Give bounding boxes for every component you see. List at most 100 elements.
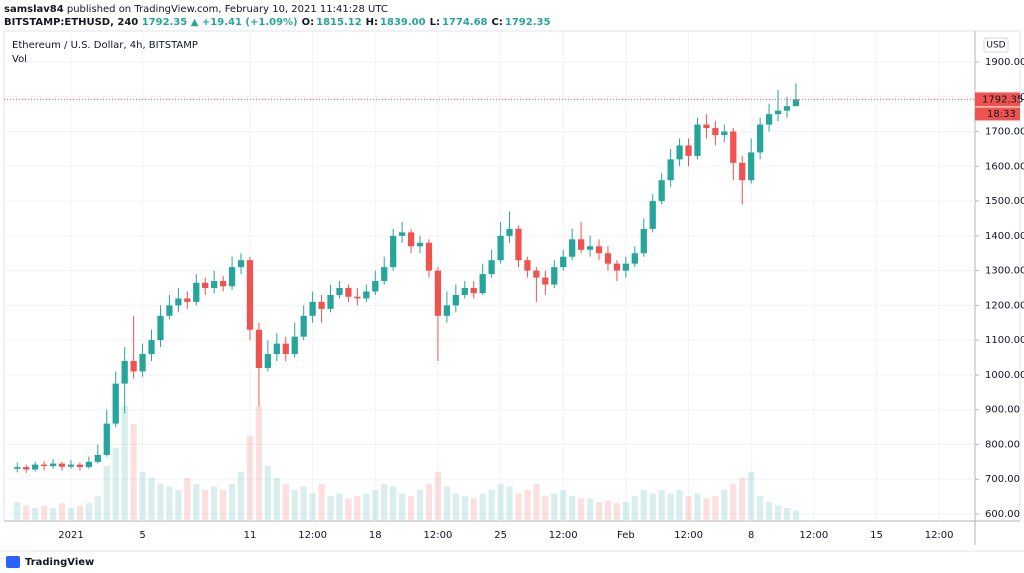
volume-bar: [613, 503, 621, 520]
currency-box[interactable]: [983, 37, 1009, 53]
volume-bar: [202, 490, 209, 520]
candle-body: [461, 288, 468, 295]
x-tick-label: 12:00: [298, 530, 327, 541]
volume-bar: [130, 424, 137, 520]
candle-body: [613, 263, 621, 271]
volume-bar: [416, 490, 424, 520]
x-tick-label: 18: [369, 530, 382, 541]
volume-bar: [381, 484, 388, 520]
volume-bar: [542, 496, 549, 520]
y-tick-label: 600.00: [985, 509, 1020, 520]
candle-body: [67, 464, 75, 467]
volume-bar: [139, 472, 146, 520]
candle-body: [712, 128, 719, 136]
volume-bar: [327, 496, 334, 520]
volume-bar: [461, 496, 468, 520]
volume-bar: [175, 490, 182, 520]
volume-bar: [524, 490, 531, 520]
volume-bar: [85, 503, 93, 520]
candle-body: [640, 228, 647, 254]
volume-bar: [219, 490, 227, 520]
y-tick-label: 1500.00: [985, 196, 1024, 207]
volume-bar: [184, 478, 191, 520]
candle-body: [398, 232, 406, 236]
candle-body: [381, 267, 388, 282]
candle-body: [515, 228, 522, 261]
candle-body: [76, 464, 84, 468]
candle-body: [273, 343, 280, 355]
symbol-line: BITSTAMP:ETHUSD, 240 1792.35 ▲ +19.41 (+…: [4, 17, 550, 28]
candle-body: [345, 288, 352, 297]
candle-body: [202, 282, 209, 288]
candle-body: [407, 232, 415, 247]
volume-bar: [103, 466, 110, 520]
candle-body: [291, 336, 298, 355]
candle-body: [694, 124, 701, 156]
volume-bar: [228, 484, 236, 520]
x-tick-label: 12:00: [674, 530, 703, 541]
x-tick-label: 15: [870, 530, 883, 541]
volume-bar: [774, 505, 782, 520]
candle-body: [300, 315, 307, 337]
last-price-label: 1792.35: [982, 94, 1023, 105]
x-tick-label: 12:00: [799, 530, 828, 541]
volume-bar: [676, 490, 683, 520]
volume-bar: [372, 490, 379, 520]
y-tick-label: 1300.00: [985, 266, 1024, 277]
y-tick-label: 700.00: [985, 474, 1020, 485]
volume-bar: [58, 503, 66, 520]
volume-bar: [569, 496, 576, 520]
candle-body: [32, 464, 39, 470]
candle-body: [748, 152, 755, 181]
volume-bar: [291, 490, 298, 520]
x-tick-label: 2021: [58, 530, 83, 541]
candle-body: [739, 162, 746, 181]
last-price-tag: [975, 92, 1020, 107]
volume-bar: [318, 484, 325, 520]
candle-body: [658, 180, 665, 202]
volume-bar: [363, 493, 370, 520]
candle-body: [309, 301, 316, 316]
volume-bar: [148, 478, 155, 520]
candle-body: [193, 282, 200, 302]
ohlc-name: O:: [302, 17, 315, 28]
candle-body: [622, 263, 630, 271]
footer-logo: TradingView: [25, 557, 94, 568]
candle-body: [533, 270, 540, 278]
candle-body: [112, 383, 119, 424]
volume-bar: [748, 472, 755, 520]
candle-body: [577, 239, 585, 250]
candle-body: [363, 291, 370, 299]
candle-body: [703, 124, 710, 129]
candle-body: [452, 294, 459, 306]
volume-bar: [246, 436, 254, 520]
volume-bar: [470, 498, 477, 520]
candle-body: [586, 246, 594, 250]
candle-body: [631, 253, 638, 264]
volume-bar: [443, 486, 451, 520]
candle-body: [783, 106, 791, 111]
y-tick-label: 1000.00: [985, 370, 1024, 381]
ohlc-name: C:: [492, 17, 503, 28]
candle-body: [175, 298, 182, 306]
candle-body: [237, 260, 245, 268]
volume-bar: [407, 496, 415, 520]
volume-bar: [112, 448, 119, 520]
volume-bar: [157, 484, 164, 520]
volume-bar: [658, 490, 665, 520]
volume-bar: [792, 510, 800, 520]
candle-body: [488, 260, 495, 275]
volume-panel: [14, 406, 800, 520]
volume-bar: [94, 496, 101, 520]
volume-bar: [533, 484, 540, 520]
y-tick-label: 1200.00: [985, 300, 1024, 311]
currency[interactable]: USD: [986, 41, 1005, 51]
volume-bar: [515, 493, 522, 520]
volume-bar: [237, 472, 245, 520]
candle-body: [524, 260, 531, 271]
candle-body: [228, 267, 236, 287]
change: ▲ +19.41 (+1.09%): [191, 17, 298, 28]
candle-body: [318, 301, 325, 309]
candle-body: [255, 329, 263, 368]
